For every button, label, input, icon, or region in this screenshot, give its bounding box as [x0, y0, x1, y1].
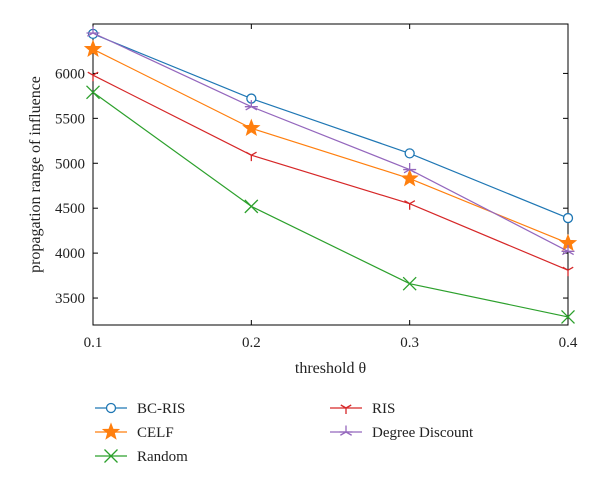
x-tick-label: 0.2: [242, 335, 261, 351]
data-point-celf: [242, 118, 261, 137]
series-line-degree-discount: [92, 32, 569, 252]
legend: BC-RIS CELF Random RIS Degree Discount: [95, 401, 474, 465]
series-line-random: [92, 91, 569, 318]
legend-item-bc-ris: BC-RIS: [95, 401, 185, 417]
series-celf: [83, 39, 578, 252]
data-point-degree-discount: [403, 163, 417, 174]
legend-label: Random: [137, 449, 188, 465]
data-point-bc-ris: [562, 212, 574, 224]
x-tick-label: 0.1: [84, 335, 103, 351]
x-tick-label: 0.4: [559, 335, 578, 351]
y-tick-label: 3500: [55, 291, 85, 307]
legend-item-random: Random: [95, 449, 188, 465]
legend-marker: [105, 402, 117, 414]
x-tick-label: 0.3: [400, 335, 419, 351]
legend-label: RIS: [372, 401, 395, 417]
legend-label: Degree Discount: [372, 425, 474, 441]
data-point-random: [402, 276, 417, 291]
data-point-ris: [87, 71, 99, 82]
series-degree-discount: [86, 26, 575, 256]
series-bc-ris: [87, 28, 574, 224]
series-random: [86, 85, 575, 324]
y-tick-label: 5000: [55, 156, 85, 172]
data-point-degree-discount: [86, 26, 100, 37]
series-ris: [87, 71, 574, 277]
data-point-celf: [83, 39, 103, 57]
legend-item-degree-discount: Degree Discount: [330, 425, 474, 441]
legend-marker: [339, 425, 353, 436]
legend-label: BC-RIS: [137, 401, 185, 417]
series-line-bc-ris: [92, 33, 569, 219]
y-tick-label: 6000: [55, 66, 85, 82]
legend-marker: [101, 422, 121, 440]
plot-area: 3500 4000 4500 5000 5500 6000 0.1 0.2 0.3 0.4: [55, 23, 578, 351]
legend-marker: [104, 449, 118, 463]
data-point-ris: [562, 266, 574, 277]
legend-marker: [340, 404, 352, 414]
y-tick-label: 5500: [55, 111, 85, 127]
data-point-degree-discount: [244, 100, 258, 111]
data-point-ris: [404, 200, 416, 210]
plot-frame: [92, 23, 569, 326]
data-point-random: [244, 199, 259, 214]
data-point-random: [86, 85, 100, 100]
data-point-degree-discount: [561, 244, 575, 256]
series-line-ris: [92, 74, 569, 271]
legend-item-celf: CELF: [95, 422, 174, 441]
data-point-celf: [400, 168, 419, 187]
y-tick-label: 4500: [55, 201, 85, 217]
x-axis-label: threshold θ: [295, 360, 366, 377]
legend-item-ris: RIS: [330, 401, 395, 417]
y-axis-label: propagation range of influence: [27, 76, 44, 273]
data-point-ris: [245, 151, 257, 162]
y-tick-label: 4000: [55, 246, 85, 262]
data-point-random: [561, 309, 575, 324]
data-point-bc-ris: [404, 148, 415, 159]
legend-label: CELF: [137, 425, 174, 441]
